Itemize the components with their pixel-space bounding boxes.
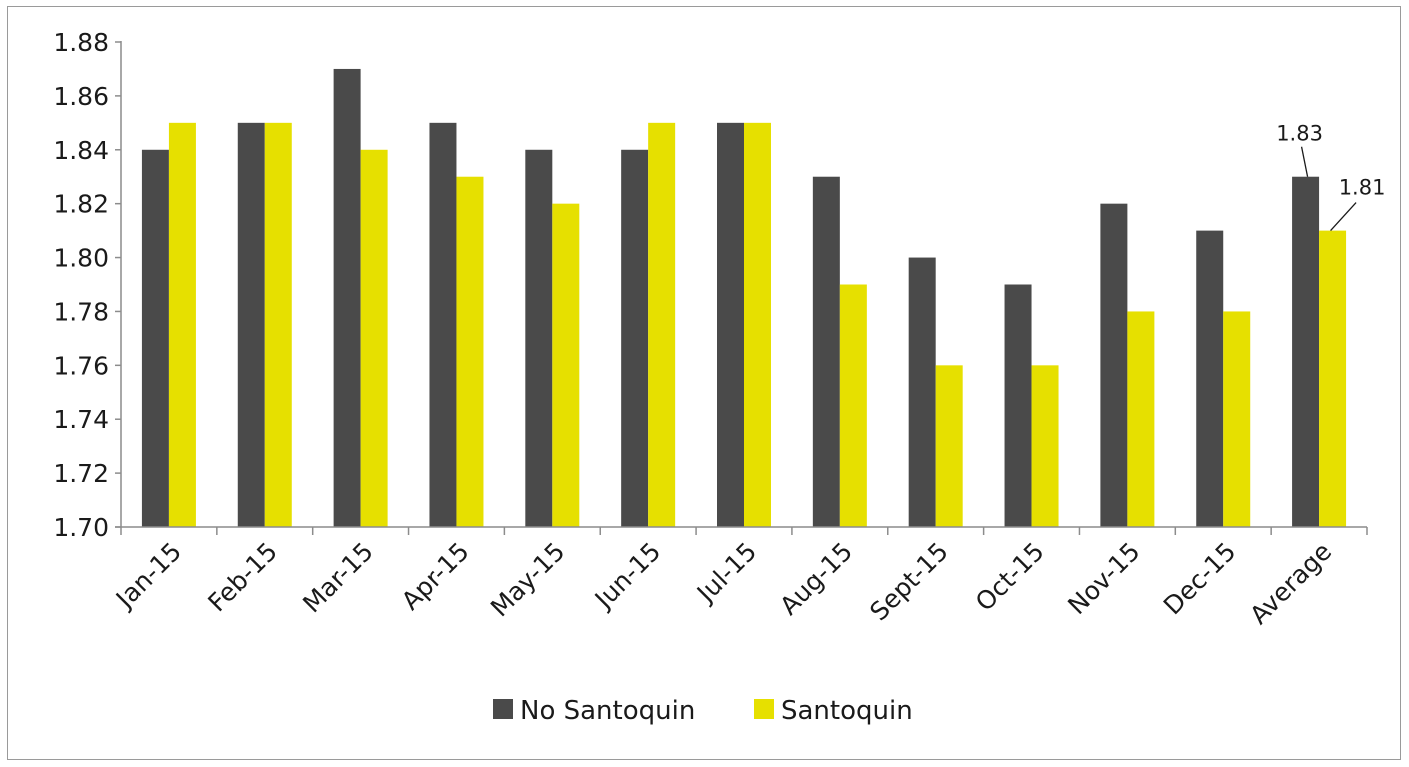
leader-line: [1300, 146, 1309, 177]
bar-santoquin: [839, 284, 867, 527]
y-tick-label: 1.74: [53, 405, 109, 434]
legend-swatch-no-santoquin: [493, 699, 513, 719]
bar-santoquin: [456, 176, 484, 527]
x-tick-label: Jun-15: [588, 537, 666, 615]
bar-santoquin: [648, 122, 676, 527]
bar-no-santoquin: [333, 68, 361, 527]
x-tick-label: Feb-15: [202, 537, 283, 618]
data-label: 1.83: [1276, 122, 1323, 146]
bar-santoquin: [264, 122, 292, 527]
x-tick-label: Mar-15: [297, 537, 379, 619]
bar-no-santoquin: [908, 257, 936, 527]
x-tick-label: Dec-15: [1158, 537, 1242, 621]
bar-santoquin: [1127, 311, 1155, 527]
bar-no-santoquin: [812, 176, 840, 527]
y-tick-label: 1.80: [53, 244, 109, 273]
legend: No Santoquin Santoquin: [493, 696, 913, 726]
y-tick-label: 1.76: [53, 351, 109, 380]
bar-no-santoquin: [717, 122, 744, 527]
data-label: 1.81: [1339, 176, 1386, 200]
bar-santoquin: [1223, 311, 1251, 527]
x-tick-label: Average: [1244, 537, 1337, 630]
x-tick-label: Oct-15: [970, 537, 1050, 617]
bar-no-santoquin: [1100, 203, 1128, 527]
data-labels: 1.83 1.81: [1276, 122, 1386, 232]
x-tick-label: Jul-15: [690, 537, 762, 609]
bar-santoquin: [552, 203, 580, 527]
legend-label-no-santoquin: No Santoquin: [520, 696, 695, 726]
bar-no-santoquin: [1004, 284, 1032, 527]
y-axis: 1.70 1.72 1.74 1.76 1.78 1.80 1.82 1.84 1.86 1.88: [53, 28, 121, 542]
bars: [141, 68, 1347, 527]
bar-santoquin: [935, 365, 963, 527]
bar-no-santoquin: [429, 122, 457, 527]
bar-no-santoquin: [1196, 230, 1224, 527]
bar-santoquin: [1319, 230, 1347, 527]
bar-no-santoquin: [237, 122, 265, 527]
y-tick-label: 1.86: [53, 82, 109, 111]
x-tick-label: Aug-15: [774, 537, 858, 621]
x-tick-label: Apr-15: [396, 537, 475, 616]
axes: [115, 41, 1367, 528]
y-tick-label: 1.84: [53, 136, 109, 165]
x-tick-label: May-15: [485, 537, 571, 623]
bar-no-santoquin: [621, 149, 649, 527]
y-tick-label: 1.82: [53, 190, 109, 219]
y-tick-label: 1.70: [53, 513, 109, 542]
x-tick-label: Nov-15: [1062, 537, 1145, 620]
y-tick-label: 1.72: [53, 459, 109, 488]
bar-no-santoquin: [525, 149, 553, 527]
bar-santoquin: [1031, 365, 1059, 527]
x-axis: Jan-15 Feb-15 Mar-15 Apr-15 May-15 Jun-15 Jul-…: [109, 527, 1368, 630]
x-tick-label: Sept-15: [864, 537, 954, 627]
y-tick-label: 1.78: [53, 297, 109, 326]
leader-line: [1330, 202, 1357, 232]
bar-santoquin: [168, 122, 196, 527]
bar-santoquin: [744, 122, 771, 527]
bar-santoquin: [360, 149, 388, 527]
y-tick-label: 1.88: [53, 28, 109, 57]
bar-no-santoquin: [141, 149, 169, 527]
legend-label-santoquin: Santoquin: [781, 696, 913, 726]
x-tick-label: Jan-15: [109, 537, 187, 615]
bar-no-santoquin: [1292, 176, 1320, 527]
legend-swatch-santoquin: [754, 699, 774, 719]
